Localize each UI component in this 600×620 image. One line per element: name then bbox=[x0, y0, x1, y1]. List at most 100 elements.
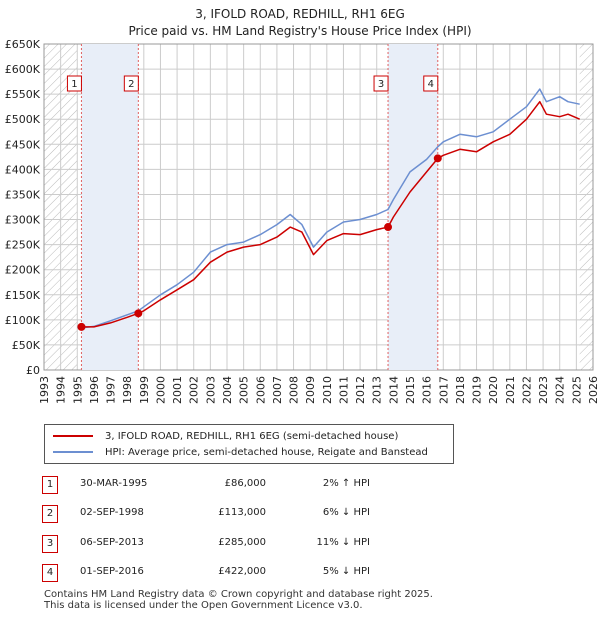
footer-attribution: Contains HM Land Registry data © Crown c… bbox=[44, 589, 433, 611]
sale-label-text: 4 bbox=[428, 79, 434, 90]
legend-swatch-price bbox=[53, 435, 93, 437]
x-tick-label: 2021 bbox=[504, 376, 517, 404]
sale-label-text: 1 bbox=[71, 79, 77, 90]
y-tick-label: £400K bbox=[5, 163, 41, 176]
legend-label-price: 3, IFOLD ROAD, REDHILL, RH1 6EG (semi-de… bbox=[105, 430, 399, 442]
shaded-range bbox=[388, 44, 438, 370]
x-tick-label: 2000 bbox=[154, 376, 167, 404]
y-tick-label: £250K bbox=[5, 239, 41, 252]
footer-line-2: This data is licensed under the Open Gov… bbox=[44, 600, 363, 611]
price-line bbox=[81, 100, 580, 328]
transaction-number: 1 bbox=[42, 476, 58, 494]
transaction-number: 2 bbox=[42, 505, 58, 523]
price-chart: 1 2 3 4 £0 £50K £100K £150K £200K £250K £300K £350… bbox=[5, 38, 600, 404]
y-axis: £0 £50K £100K £150K £200K £250K £300K £350K £400… bbox=[5, 38, 41, 377]
sale-point bbox=[77, 322, 86, 331]
legend: 3, IFOLD ROAD, REDHILL, RH1 6EG (semi-de… bbox=[44, 424, 454, 464]
sale-label-box bbox=[423, 75, 439, 92]
x-tick-label: 2018 bbox=[454, 376, 467, 404]
table-row: 3 06-SEP-2013 £285,000 11% ↓ HPI bbox=[40, 535, 440, 553]
x-tick-label: 2010 bbox=[321, 376, 334, 404]
hatched-after-data bbox=[579, 44, 593, 370]
legend-item-hpi: HPI: Average price, semi-detached house,… bbox=[53, 445, 428, 459]
y-tick-label: £200K bbox=[5, 264, 41, 277]
y-tick-label: £450K bbox=[5, 138, 41, 151]
x-tick-label: 1995 bbox=[71, 376, 84, 404]
table-row: 4 01-SEP-2016 £422,000 5% ↓ HPI bbox=[40, 564, 440, 582]
x-tick-label: 1999 bbox=[138, 376, 151, 404]
sale-point bbox=[433, 154, 442, 163]
title-line-2: Price paid vs. HM Land Registry's House … bbox=[128, 24, 472, 38]
y-tick-label: £150K bbox=[5, 289, 41, 302]
x-tick-label: 1994 bbox=[55, 376, 68, 404]
x-tick-label: 2005 bbox=[238, 376, 251, 404]
x-tick-label: 2001 bbox=[171, 376, 184, 404]
sale-label-text: 3 bbox=[378, 79, 384, 90]
y-tick-label: £600K bbox=[5, 63, 41, 76]
plot-border bbox=[43, 43, 594, 371]
transaction-price: £86,000 bbox=[224, 478, 266, 489]
x-tick-label: 2024 bbox=[554, 376, 567, 404]
x-tick-label: 2014 bbox=[387, 376, 400, 404]
x-axis: 1993 1994 1995 1996 1997 1998 1999 2000 2001 2002… bbox=[38, 376, 600, 404]
shaded-range bbox=[81, 44, 139, 370]
y-tick-label: £0 bbox=[26, 364, 40, 377]
shaded-ranges bbox=[81, 44, 438, 370]
sale-points bbox=[77, 154, 442, 331]
x-tick-label: 2003 bbox=[204, 376, 217, 404]
legend-item-price: 3, IFOLD ROAD, REDHILL, RH1 6EG (semi-de… bbox=[53, 429, 398, 443]
x-tick-label: 2007 bbox=[271, 376, 284, 404]
x-tick-label: 2012 bbox=[354, 376, 367, 404]
x-tick-label: 2019 bbox=[471, 376, 484, 404]
transaction-number: 4 bbox=[42, 564, 58, 582]
x-tick-label: 2017 bbox=[437, 376, 450, 404]
transaction-date: 01-SEP-2016 bbox=[80, 566, 144, 577]
transaction-hpi: 2% ↑ HPI bbox=[322, 478, 370, 489]
transaction-hpi: 11% ↓ HPI bbox=[316, 537, 370, 548]
table-row: 1 30-MAR-1995 £86,000 2% ↑ HPI bbox=[40, 476, 440, 494]
y-tick-label: £300K bbox=[5, 214, 41, 227]
x-tick-label: 2006 bbox=[254, 376, 267, 404]
sale-label-text: 2 bbox=[128, 79, 134, 90]
x-tick-label: 2023 bbox=[537, 376, 550, 404]
x-tick-label: 1998 bbox=[121, 376, 134, 404]
transaction-number: 3 bbox=[42, 535, 58, 553]
x-tick-label: 2011 bbox=[337, 376, 350, 404]
x-tick-label: 2025 bbox=[570, 376, 583, 404]
y-tick-label: £650K bbox=[5, 38, 41, 51]
x-tick-label: 2020 bbox=[487, 376, 500, 404]
x-tick-label: 2008 bbox=[288, 376, 301, 404]
transaction-hpi: 6% ↓ HPI bbox=[322, 507, 370, 518]
y-tick-label: £350K bbox=[5, 188, 41, 201]
x-tick-label: 1993 bbox=[38, 376, 51, 404]
legend-swatch-hpi bbox=[53, 451, 93, 453]
x-tick-label: 2015 bbox=[404, 376, 417, 404]
sale-labels: 1 2 3 4 bbox=[66, 75, 439, 92]
transaction-date: 30-MAR-1995 bbox=[80, 478, 148, 489]
footer-line-1: Contains HM Land Registry data © Crown c… bbox=[44, 589, 433, 600]
y-tick-label: £550K bbox=[5, 88, 41, 101]
x-tick-label: 1996 bbox=[88, 376, 101, 404]
x-tick-label: 2002 bbox=[188, 376, 201, 404]
series-lines bbox=[77, 88, 580, 329]
sale-label-box bbox=[373, 75, 389, 92]
transaction-price: £285,000 bbox=[218, 537, 266, 548]
transaction-date: 06-SEP-2013 bbox=[80, 537, 144, 548]
x-tick-label: 2016 bbox=[421, 376, 434, 404]
transaction-price: £422,000 bbox=[218, 566, 266, 577]
legend-label-hpi: HPI: Average price, semi-detached house,… bbox=[105, 446, 428, 458]
transaction-price: £113,000 bbox=[218, 507, 266, 518]
transaction-hpi: 5% ↓ HPI bbox=[322, 566, 370, 577]
chart-title: 3, IFOLD ROAD, REDHILL, RH1 6EG Price pa… bbox=[0, 6, 600, 40]
x-tick-label: 2013 bbox=[371, 376, 384, 404]
sale-label-box bbox=[66, 75, 82, 92]
x-tick-label: 1997 bbox=[105, 376, 118, 404]
x-tick-label: 2009 bbox=[304, 376, 317, 404]
y-tick-label: £500K bbox=[5, 113, 41, 126]
x-tick-label: 2022 bbox=[520, 376, 533, 404]
transaction-date: 02-SEP-1998 bbox=[80, 507, 144, 518]
title-line-1: 3, IFOLD ROAD, REDHILL, RH1 6EG bbox=[195, 7, 405, 21]
sale-point bbox=[134, 309, 143, 318]
y-tick-label: £50K bbox=[12, 339, 41, 352]
x-tick-label: 2004 bbox=[221, 376, 234, 404]
